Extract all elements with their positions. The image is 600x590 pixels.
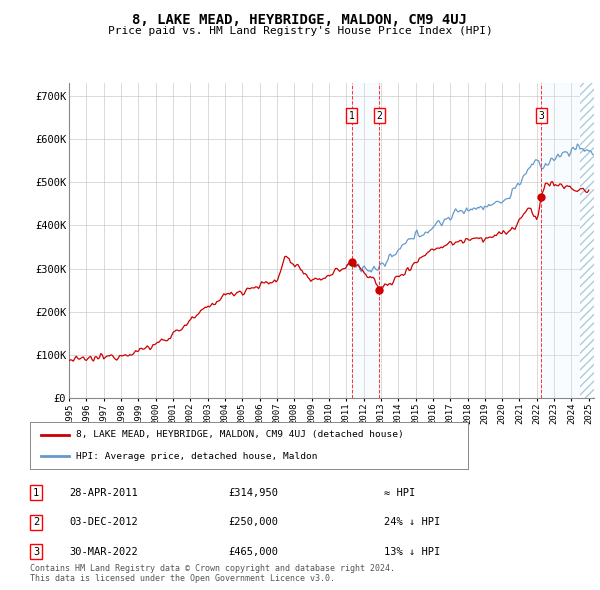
Text: 24% ↓ HPI: 24% ↓ HPI bbox=[384, 517, 440, 527]
Text: £314,950: £314,950 bbox=[228, 488, 278, 497]
Text: ≈ HPI: ≈ HPI bbox=[384, 488, 415, 497]
Text: Price paid vs. HM Land Registry's House Price Index (HPI): Price paid vs. HM Land Registry's House … bbox=[107, 26, 493, 36]
Text: Contains HM Land Registry data © Crown copyright and database right 2024.
This d: Contains HM Land Registry data © Crown c… bbox=[30, 563, 395, 583]
Bar bbox=[541, 83, 594, 398]
Text: 2: 2 bbox=[33, 517, 39, 527]
Text: 30-MAR-2022: 30-MAR-2022 bbox=[69, 547, 138, 556]
Text: 3: 3 bbox=[538, 111, 544, 121]
Text: HPI: Average price, detached house, Maldon: HPI: Average price, detached house, Mald… bbox=[76, 452, 317, 461]
Text: 3: 3 bbox=[33, 547, 39, 556]
Text: 1: 1 bbox=[349, 111, 355, 121]
Text: 03-DEC-2012: 03-DEC-2012 bbox=[69, 517, 138, 527]
Text: £465,000: £465,000 bbox=[228, 547, 278, 556]
Bar bbox=[352, 83, 379, 398]
Text: £250,000: £250,000 bbox=[228, 517, 278, 527]
Text: 13% ↓ HPI: 13% ↓ HPI bbox=[384, 547, 440, 556]
Text: 1: 1 bbox=[33, 488, 39, 497]
Text: 28-APR-2011: 28-APR-2011 bbox=[69, 488, 138, 497]
Bar bbox=[580, 83, 594, 398]
Text: 8, LAKE MEAD, HEYBRIDGE, MALDON, CM9 4UJ (detached house): 8, LAKE MEAD, HEYBRIDGE, MALDON, CM9 4UJ… bbox=[76, 430, 404, 439]
Text: 8, LAKE MEAD, HEYBRIDGE, MALDON, CM9 4UJ: 8, LAKE MEAD, HEYBRIDGE, MALDON, CM9 4UJ bbox=[133, 13, 467, 27]
Bar bbox=[580, 83, 594, 398]
Text: 2: 2 bbox=[377, 111, 382, 121]
